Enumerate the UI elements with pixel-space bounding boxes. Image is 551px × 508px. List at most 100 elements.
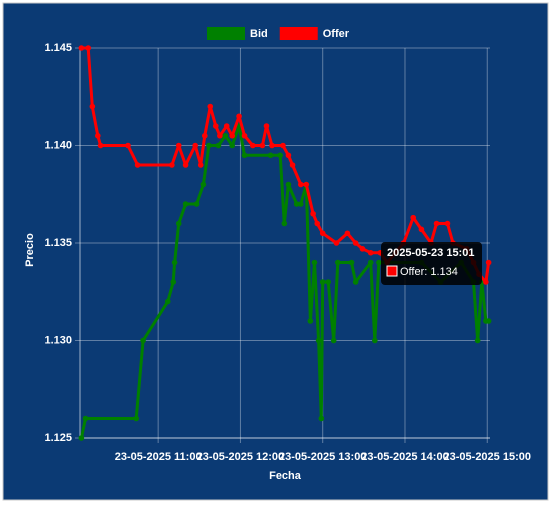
data-point <box>259 142 266 149</box>
x-tick-label: 23-05-2025 13:00 <box>279 451 366 463</box>
data-point <box>207 103 214 110</box>
data-point <box>359 246 366 252</box>
tooltip-label: Offer: 1.134 <box>400 266 458 278</box>
data-point <box>318 415 325 422</box>
data-point <box>249 142 256 149</box>
data-point <box>140 337 146 344</box>
data-point <box>95 132 101 139</box>
data-point <box>485 259 492 266</box>
data-point <box>229 132 236 139</box>
data-point <box>352 240 359 246</box>
data-point <box>200 181 207 188</box>
data-point <box>133 415 140 422</box>
data-point <box>310 210 316 217</box>
data-point <box>277 152 284 159</box>
data-point <box>236 113 242 120</box>
data-point <box>376 259 382 266</box>
y-tick-label: 1.140 <box>44 139 72 151</box>
legend-label: Bid <box>250 28 268 40</box>
data-point <box>333 240 340 246</box>
data-point <box>303 181 310 188</box>
data-point <box>212 123 219 129</box>
x-axis-title: Fecha <box>269 470 302 482</box>
data-point <box>182 162 189 168</box>
data-point <box>78 45 85 51</box>
x-tick-label: 23-05-2025 12:00 <box>197 451 284 463</box>
tooltip-title: 2025-05-23 15:01 <box>387 247 474 259</box>
data-point <box>297 201 304 207</box>
data-point <box>85 45 92 51</box>
data-point <box>352 279 359 285</box>
data-point <box>367 249 374 256</box>
data-point <box>193 201 200 207</box>
data-point <box>97 142 104 149</box>
data-point <box>372 337 378 344</box>
data-point <box>267 152 274 159</box>
legend-swatch <box>279 27 318 40</box>
data-point <box>206 142 212 149</box>
data-point <box>164 298 171 305</box>
data-point <box>197 162 204 168</box>
legend-label: Offer <box>323 28 350 40</box>
data-point <box>223 123 230 129</box>
x-tick-label: 23-05-2025 11:00 <box>115 451 202 463</box>
data-point <box>319 230 326 237</box>
data-point <box>280 142 286 149</box>
y-axis-title: Precio <box>24 233 36 267</box>
data-point <box>263 123 270 129</box>
data-point <box>315 337 322 344</box>
data-point <box>171 259 178 266</box>
data-point <box>82 415 89 422</box>
data-point <box>319 279 326 285</box>
data-point <box>89 103 96 110</box>
data-point <box>474 337 481 344</box>
data-point <box>175 142 182 149</box>
data-point <box>215 142 222 149</box>
data-point <box>175 220 182 227</box>
data-point <box>334 259 341 266</box>
x-tick-label: 23-05-2025 15:00 <box>444 451 531 463</box>
series-line <box>81 46 491 284</box>
data-point <box>418 226 425 233</box>
data-point <box>169 162 175 168</box>
legend-swatch <box>207 27 245 40</box>
data-point <box>485 318 492 324</box>
data-point <box>444 220 451 227</box>
data-point <box>192 142 198 149</box>
tooltip-box <box>381 242 482 285</box>
data-point <box>325 279 331 285</box>
x-tick-label: 23-05-2025 14:00 <box>361 451 448 463</box>
data-point <box>281 220 288 227</box>
data-point <box>367 259 374 266</box>
data-point <box>182 201 189 207</box>
data-point <box>348 259 355 266</box>
data-point <box>410 214 417 221</box>
data-point <box>293 201 300 207</box>
data-point <box>125 142 131 149</box>
y-tick-label: 1.145 <box>44 42 72 54</box>
y-tick-label: 1.135 <box>44 237 72 249</box>
data-point <box>297 181 304 188</box>
data-point <box>344 230 351 237</box>
data-point <box>229 142 236 149</box>
data-point <box>222 132 229 139</box>
data-point <box>307 318 314 324</box>
data-point <box>217 132 223 139</box>
data-point <box>285 152 292 159</box>
data-point <box>134 162 141 168</box>
data-point <box>285 181 292 188</box>
data-point <box>170 279 177 285</box>
tooltip-swatch <box>386 265 398 277</box>
y-tick-label: 1.125 <box>44 432 72 444</box>
data-point <box>311 259 318 266</box>
tooltip: 2025-05-23 15:01 Offer: 1.134 <box>381 242 482 285</box>
data-point <box>269 142 275 149</box>
legend: Bid Offer <box>207 27 350 40</box>
data-point <box>201 132 208 139</box>
data-point <box>314 220 321 227</box>
data-point <box>241 152 248 159</box>
data-point <box>78 435 85 441</box>
y-tick-label: 1.130 <box>44 334 72 346</box>
grid: 1.125 1.130 1.135 1.140 1.145 23-05-2025 11:0… <box>44 42 531 463</box>
